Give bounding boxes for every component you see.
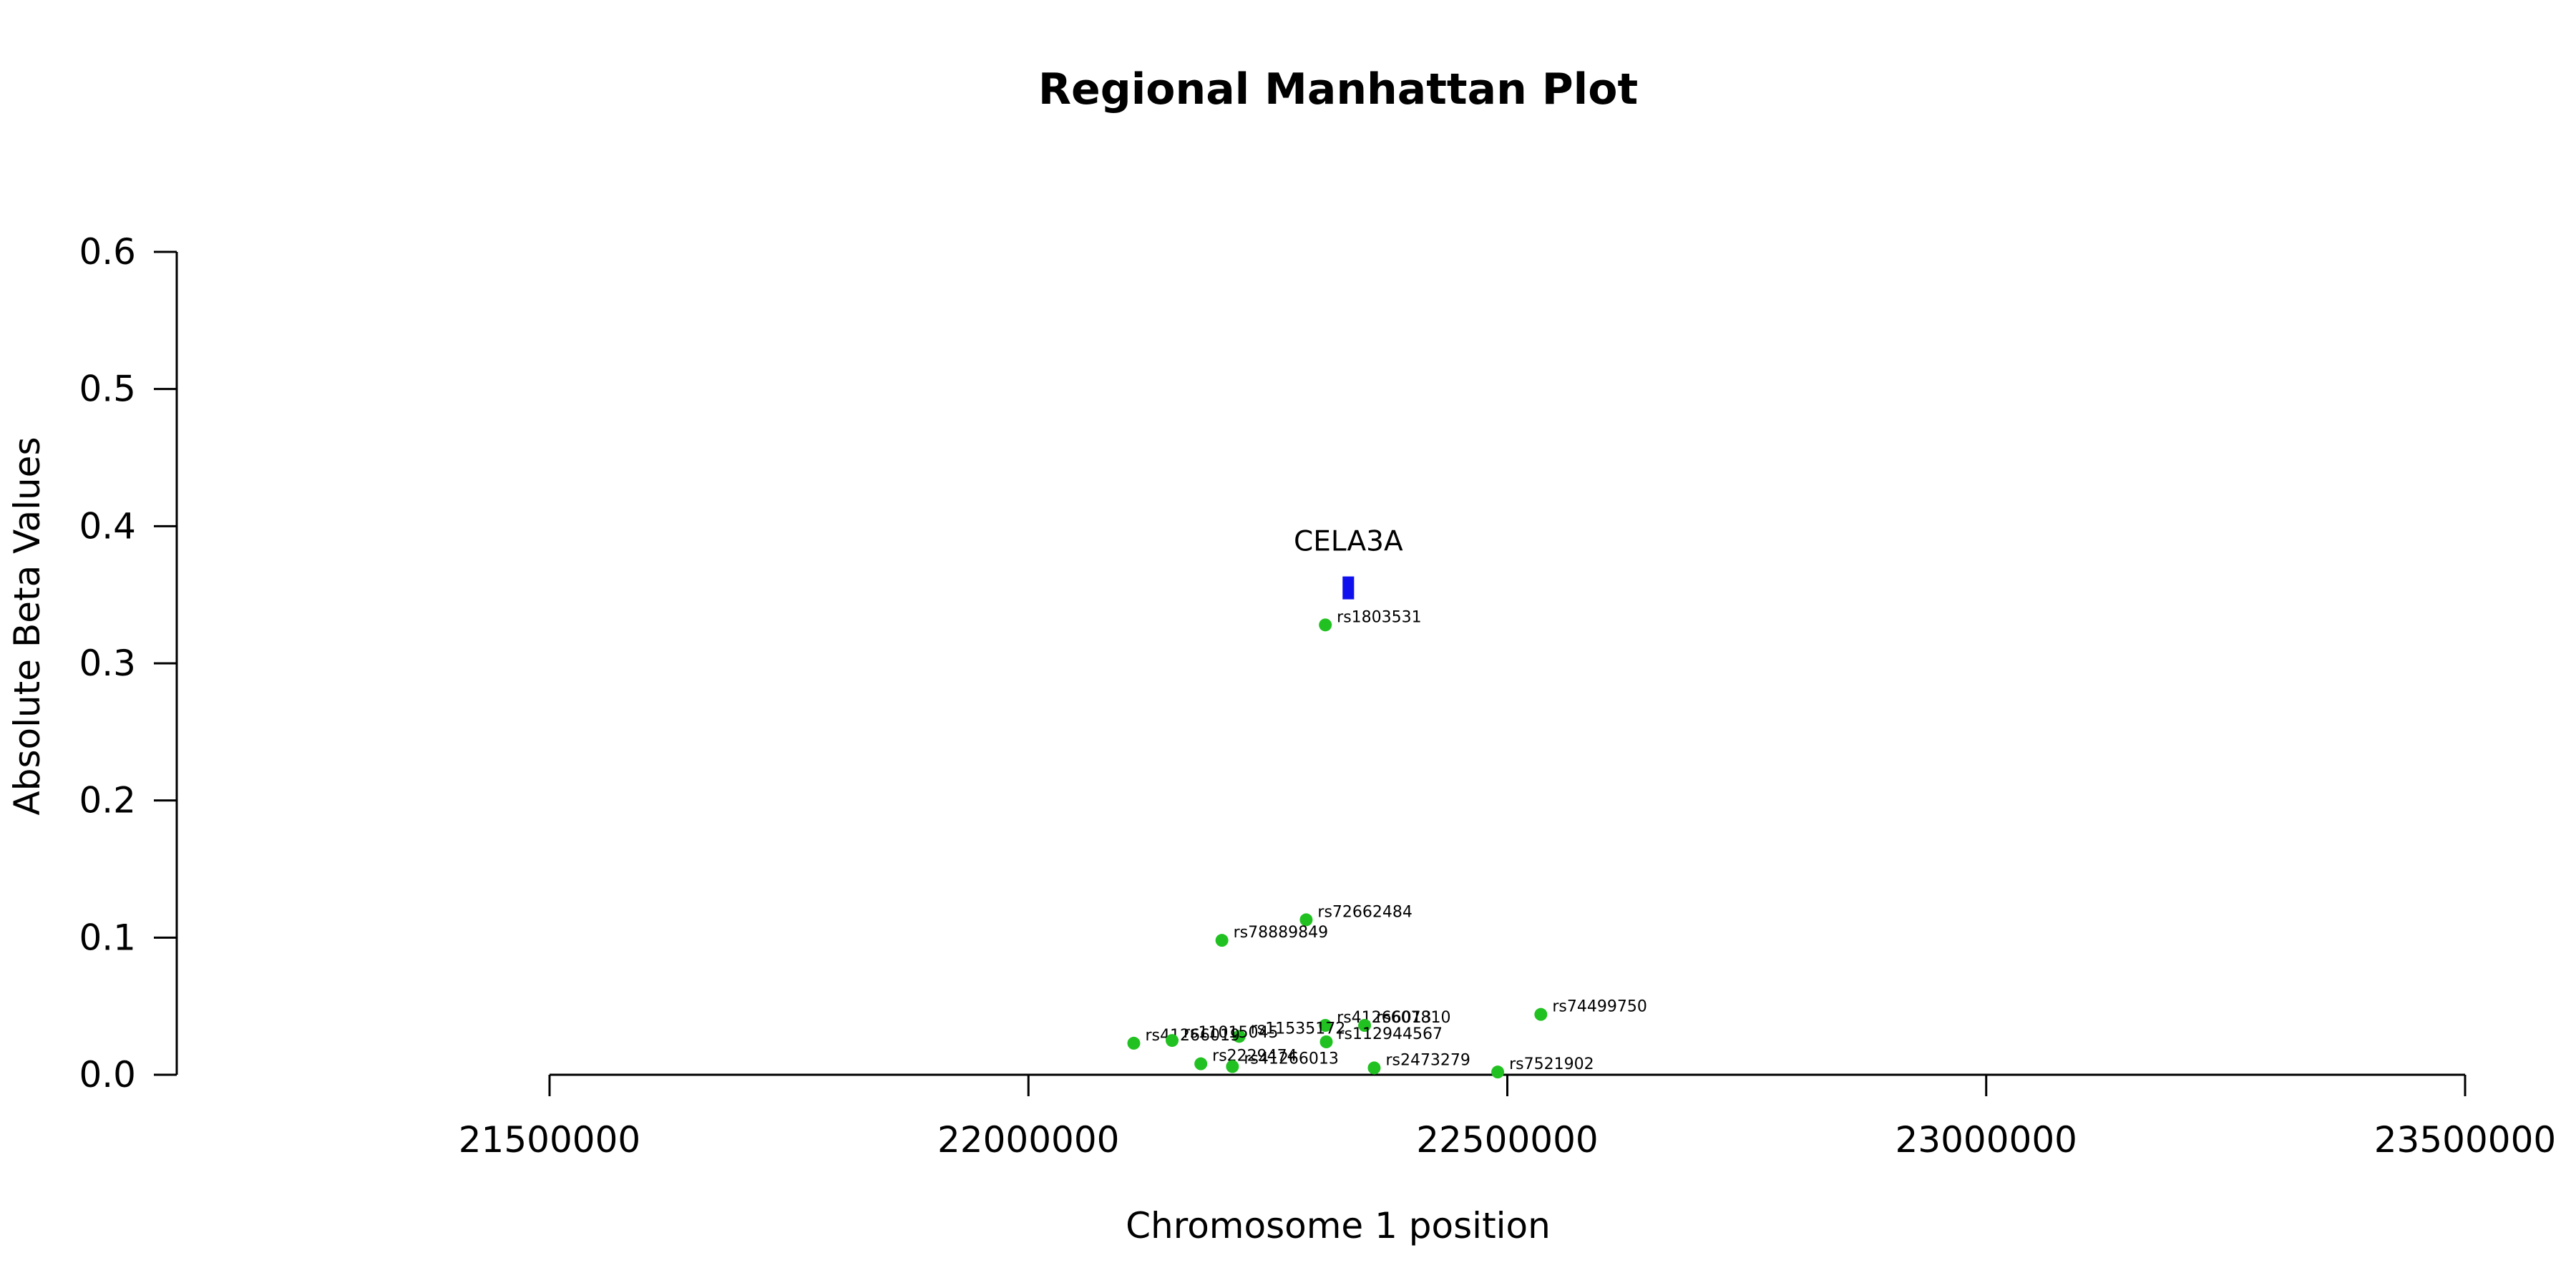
x-tick-label: 23500000 xyxy=(2374,1119,2557,1161)
gene-label: CELA3A xyxy=(1294,526,1403,558)
snp-points: rs1803531 rs72662484 rs78889849 rs74499750 r… xyxy=(1127,608,1647,1079)
snp-label: rs607810 xyxy=(1376,1009,1451,1027)
snp-label: rs11535172 xyxy=(1251,1020,1345,1038)
snp-label: rs2229474 xyxy=(1212,1048,1297,1065)
snp-label: rs1803531 xyxy=(1337,608,1422,626)
y-tick-label: 0.0 xyxy=(79,1054,136,1096)
y-tick-label: 0.5 xyxy=(79,369,136,410)
y-tick-label: 0.2 xyxy=(79,780,136,821)
snp-point xyxy=(1127,1036,1141,1050)
snp-point xyxy=(1194,1057,1208,1070)
chart-title: Regional Manhattan Plot xyxy=(1038,64,1638,114)
x-tick-label: 22500000 xyxy=(1416,1119,1599,1161)
y-axis-ticks: 0.0 0.1 0.2 0.3 0.4 0.5 0.6 xyxy=(79,231,177,1096)
snp-label: rs7521902 xyxy=(1509,1055,1594,1073)
x-tick-label: 22000000 xyxy=(937,1119,1120,1161)
snp-point xyxy=(1319,1035,1333,1048)
gene-box xyxy=(1342,576,1355,600)
snp-point xyxy=(1299,913,1313,927)
snp-point xyxy=(1358,1019,1372,1032)
snp-point xyxy=(1491,1065,1505,1079)
snp-point xyxy=(1232,1030,1246,1043)
x-tick-label: 23000000 xyxy=(1896,1119,2078,1161)
x-axis-label: Chromosome 1 position xyxy=(1126,1205,1551,1246)
snp-point xyxy=(1534,1008,1548,1021)
gene-annotations: CELA3A xyxy=(1294,526,1403,600)
snp-label: rs41266013 xyxy=(1244,1050,1338,1068)
snp-point xyxy=(1319,1019,1332,1032)
x-axis-ticks: 21500000 22000000 22500000 23000000 23500000 xyxy=(459,1075,2557,1161)
snp-point xyxy=(1367,1061,1381,1075)
snp-label: rs41266019 xyxy=(1145,1027,1239,1045)
y-tick-label: 0.4 xyxy=(79,505,136,547)
snp-label: rs78889849 xyxy=(1234,924,1328,942)
snp-point xyxy=(1215,934,1229,947)
y-tick-label: 0.1 xyxy=(79,917,136,958)
snp-point xyxy=(1319,618,1332,632)
y-tick-label: 0.3 xyxy=(79,643,136,684)
x-tick-label: 21500000 xyxy=(459,1119,641,1161)
snp-label: rs2473279 xyxy=(1385,1051,1470,1069)
snp-label: rs11015045 xyxy=(1184,1024,1278,1042)
snp-label: rs72662484 xyxy=(1317,903,1412,921)
snp-label: rs112944567 xyxy=(1338,1025,1443,1043)
snp-label: rs41266013 xyxy=(1337,1009,1431,1027)
snp-label: rs74499750 xyxy=(1552,998,1646,1016)
snp-point xyxy=(1166,1034,1179,1048)
snp-point xyxy=(1226,1060,1239,1073)
y-axis-label: Absolute Beta Values xyxy=(6,437,48,816)
y-tick-label: 0.6 xyxy=(79,231,136,273)
